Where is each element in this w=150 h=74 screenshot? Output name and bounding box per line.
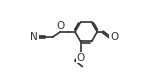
Text: N: N — [30, 32, 38, 42]
Text: N: N — [30, 32, 38, 42]
Text: O: O — [110, 32, 118, 42]
Text: O: O — [56, 21, 64, 31]
Text: O: O — [76, 53, 85, 63]
